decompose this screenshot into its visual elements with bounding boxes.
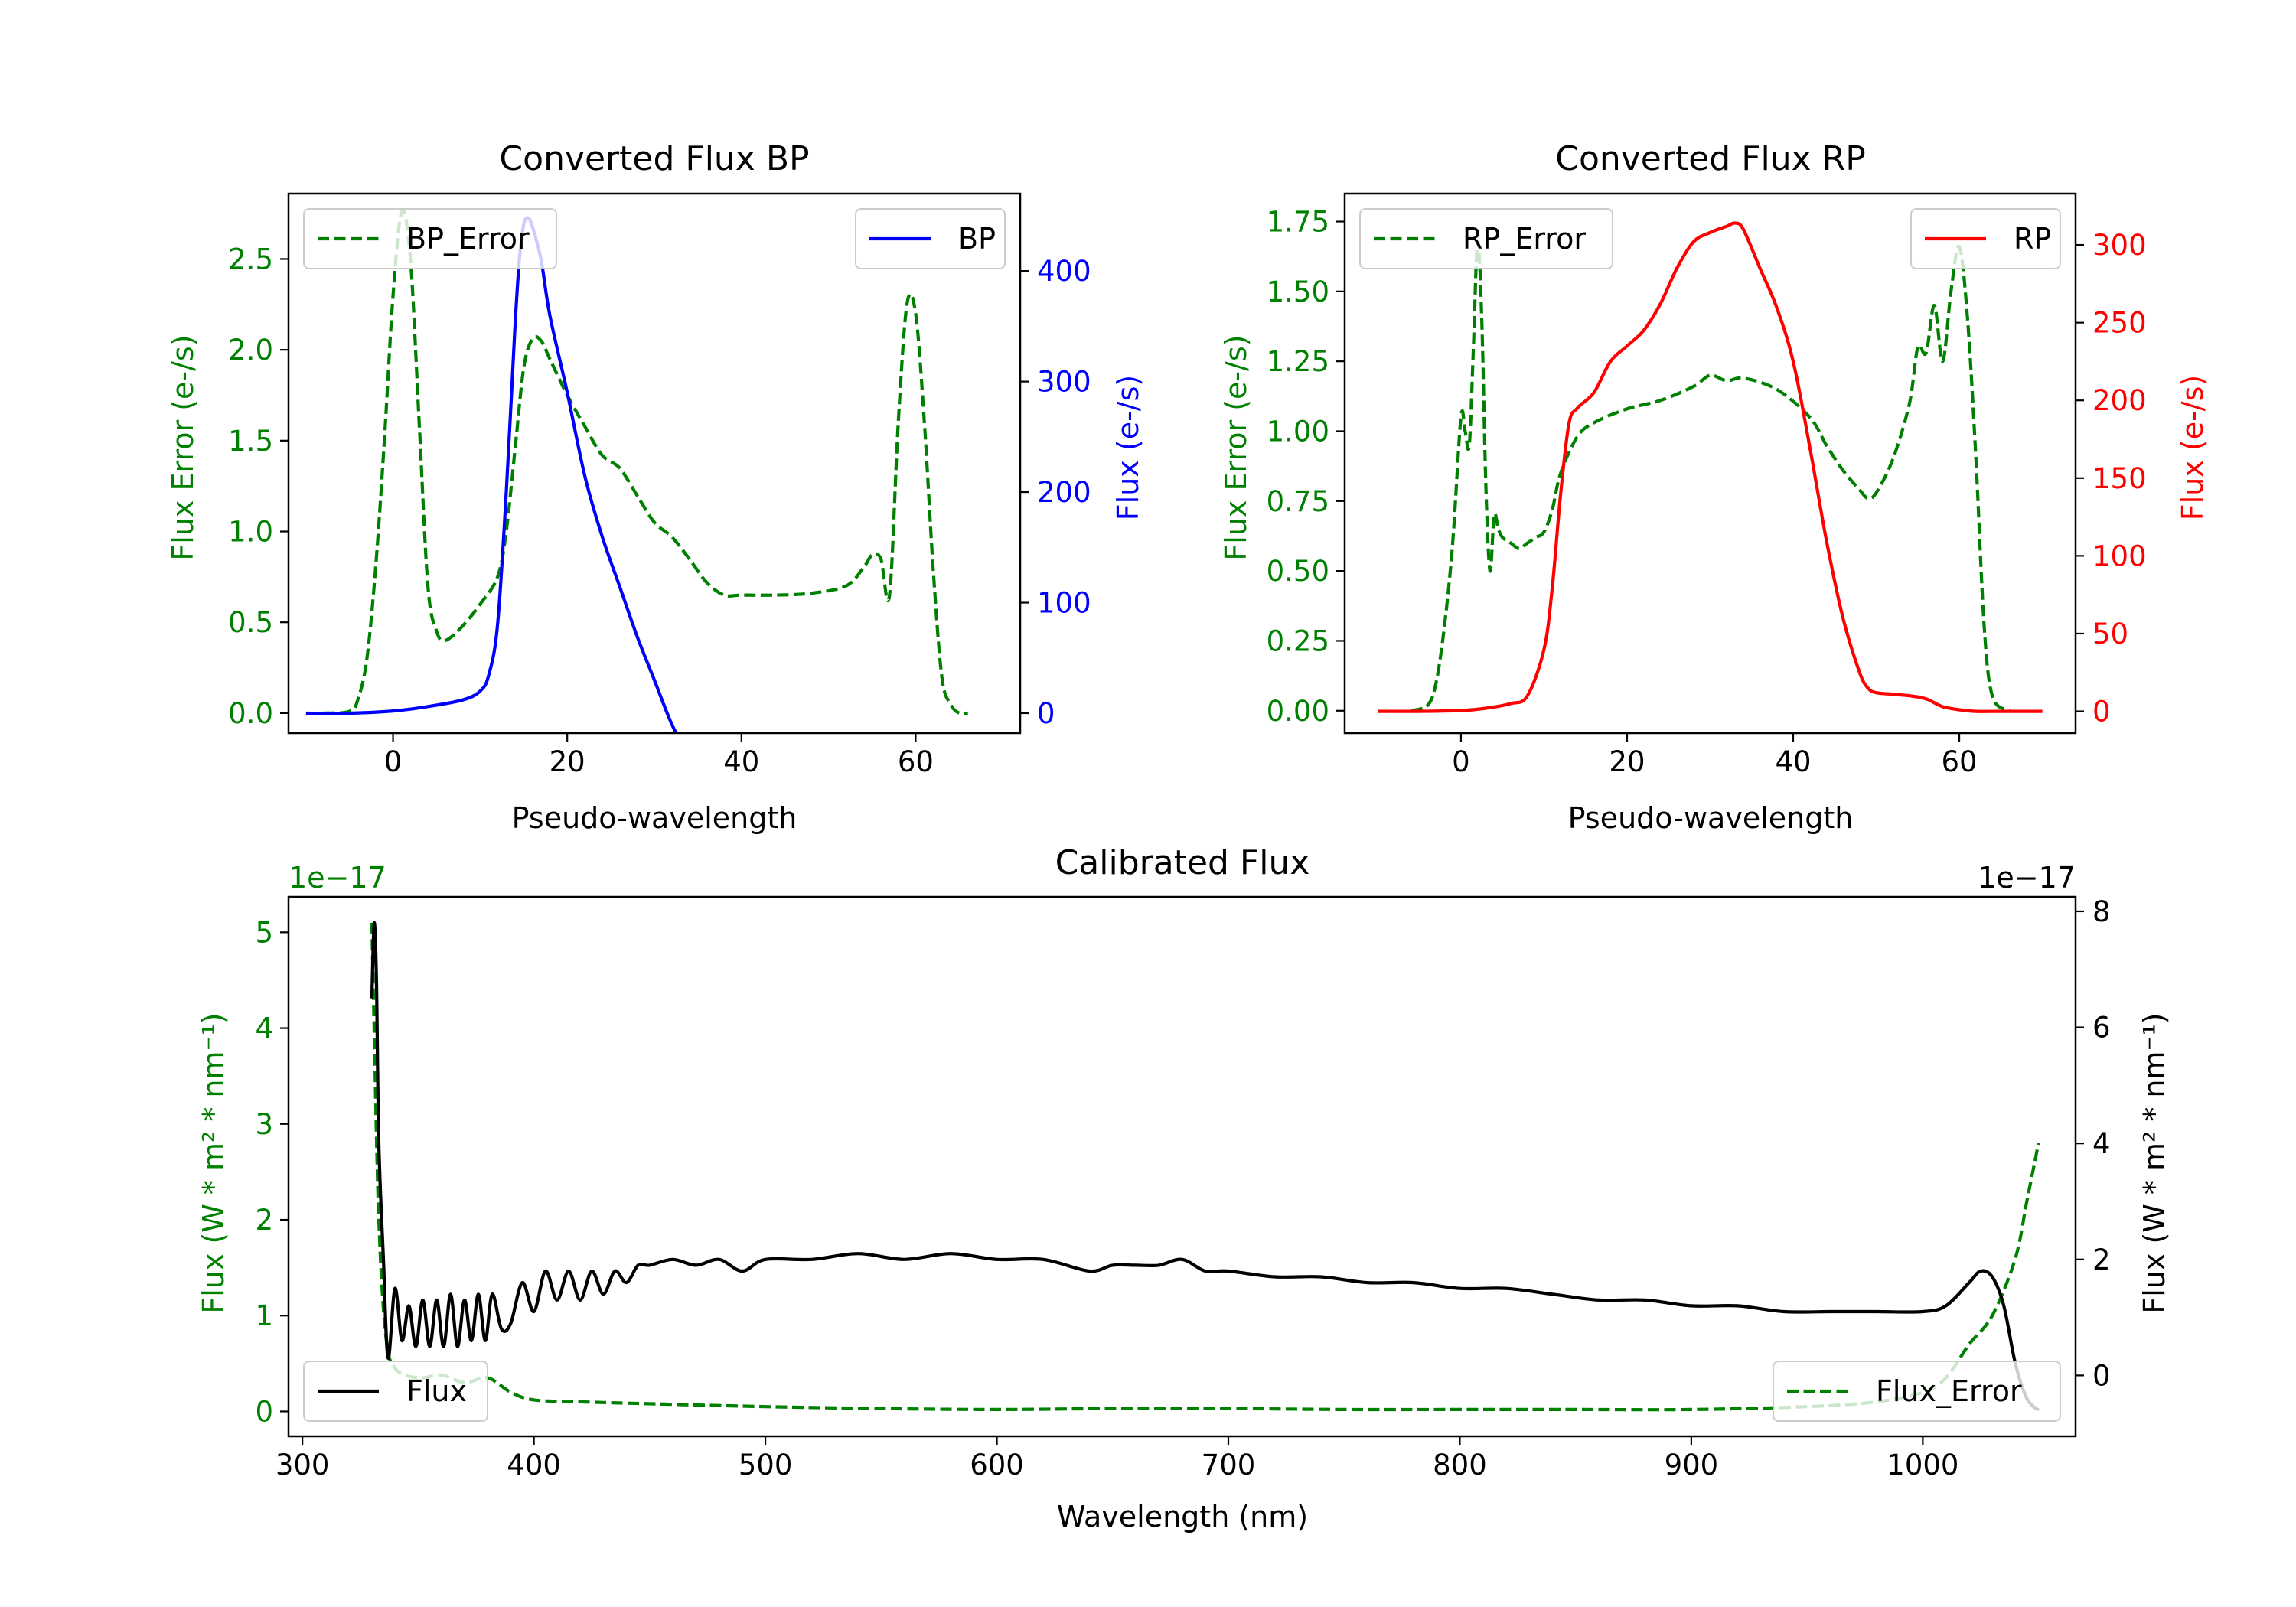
bp-right-y-tick-label: 0 <box>1037 697 1055 730</box>
cal-right-y-tick-label: 8 <box>2092 895 2111 928</box>
rp-left-axis-label: Flux Error (e-/s) <box>1219 334 1253 560</box>
bp-chart-title: Converted Flux BP <box>499 139 809 178</box>
rp-right-y-tick-label: 50 <box>2092 618 2128 650</box>
rp-series-rp-error-line <box>1411 239 2011 712</box>
rp-left-y-tick-label: 0.25 <box>1267 624 1329 657</box>
calibrated-chart-title: Calibrated Flux <box>1055 843 1310 882</box>
bp-x-tick-label: 0 <box>384 745 403 778</box>
rp-right-y-tick-label: 150 <box>2092 462 2147 495</box>
bp-right-y-tick-label: 400 <box>1037 255 1091 288</box>
bp-x-axis-label: Pseudo-wavelength <box>512 801 797 835</box>
rp-left-y-tick-label: 1.25 <box>1267 345 1329 378</box>
bp-right-y-tick-label: 200 <box>1037 476 1091 509</box>
bp-left-y-tick-label: 2.5 <box>228 243 273 275</box>
cal-right-y-tick-label: 4 <box>2092 1127 2111 1160</box>
rp-left-y-tick-label: 1.50 <box>1267 275 1329 308</box>
cal-x-tick-label: 500 <box>739 1449 793 1482</box>
cal-left-y-tick-label: 1 <box>255 1299 273 1332</box>
cal-legend-left: Flux <box>303 1361 488 1422</box>
cal-legend-right: Flux_Error <box>1773 1361 2061 1422</box>
bp-legend-right: BP <box>855 208 1006 269</box>
calibrated-right-axis-label: Flux (W * m² * nm⁻¹) <box>2138 1012 2171 1313</box>
cal-x-tick-label: 800 <box>1433 1449 1487 1482</box>
calibrated-right-offset-label: 1e−17 <box>1978 861 2076 895</box>
cal-left-y-tick-label: 5 <box>255 916 273 949</box>
rp-x-tick-label: 40 <box>1775 745 1811 778</box>
rp-legend-label: RP <box>2014 222 2051 256</box>
rp-x-tick-label: 60 <box>1942 745 1978 778</box>
bp-legend-label: BP <box>958 222 996 256</box>
cal-x-tick-label: 600 <box>970 1449 1024 1482</box>
rp-left-y-tick-label: 0.75 <box>1267 485 1329 518</box>
bp-left-y-tick-label: 2.0 <box>228 334 273 367</box>
cal-left-y-tick-label: 2 <box>255 1204 273 1237</box>
bp-right-y-tick-label: 100 <box>1037 587 1091 620</box>
bp-x-tick-label: 60 <box>898 745 934 778</box>
calibrated-chart: Calibrated Flux Wavelength (nm) Flux (W … <box>197 843 2171 1534</box>
rp-right-y-tick-label: 300 <box>2092 229 2147 262</box>
rp-left-y-tick-label: 0.00 <box>1267 695 1329 728</box>
bp-legend-label: BP_Error <box>406 222 530 256</box>
rp-legend-box <box>1359 208 1613 269</box>
rp-series-rp-line <box>1378 221 2043 713</box>
bp-series-bp-line <box>305 216 678 733</box>
calibrated-left-axis-label: Flux (W * m² * nm⁻¹) <box>197 1012 230 1313</box>
rp-chart-title: Converted Flux RP <box>1555 139 1866 178</box>
rp-legend-left: RP_Error <box>1359 208 1613 269</box>
cal-x-tick-label: 900 <box>1665 1449 1719 1482</box>
cal-left-y-tick-label: 0 <box>255 1395 273 1428</box>
cal-right-y-tick-label: 0 <box>2092 1359 2111 1392</box>
bp-left-y-tick-label: 0.0 <box>228 697 273 730</box>
bp-left-axis-label: Flux Error (e-/s) <box>166 334 200 560</box>
bp-left-y-tick-label: 1.5 <box>228 425 273 458</box>
bp-x-tick-label: 40 <box>723 745 759 778</box>
bp-x-tick-label: 20 <box>550 745 585 778</box>
rp-left-y-tick-label: 1.75 <box>1267 206 1329 239</box>
cal-right-y-tick-label: 6 <box>2092 1012 2111 1045</box>
rp-legend-label: RP_Error <box>1463 222 1586 256</box>
cal-x-tick-label: 1000 <box>1887 1449 1958 1482</box>
cal-legend-box <box>303 1361 488 1422</box>
cal-x-tick-label: 400 <box>507 1449 561 1482</box>
cal-x-tick-label: 300 <box>276 1449 330 1482</box>
rp-left-y-tick-label: 1.00 <box>1267 415 1329 448</box>
calibrated-x-axis-label: Wavelength (nm) <box>1057 1500 1308 1534</box>
cal-x-tick-label: 700 <box>1202 1449 1256 1482</box>
calibrated-left-offset-label: 1e−17 <box>289 861 386 895</box>
bp-series-bp-error-line <box>323 209 968 715</box>
bp-right-y-tick-label: 300 <box>1037 366 1091 399</box>
cal-left-y-tick-label: 3 <box>255 1108 273 1141</box>
rp-right-y-tick-label: 200 <box>2092 384 2147 417</box>
bp-chart: Converted Flux BP Pseudo-wavelength Flux… <box>166 139 1145 835</box>
bp-left-y-tick-label: 0.5 <box>228 606 273 639</box>
rp-legend-right: RP <box>1910 208 2061 269</box>
bp-right-axis-label: Flux (e-/s) <box>1111 375 1145 520</box>
rp-right-y-tick-label: 0 <box>2092 696 2111 729</box>
rp-x-axis-label: Pseudo-wavelength <box>1568 801 1854 835</box>
rp-plot-frame <box>1343 192 2077 735</box>
cal-legend-label: Flux_Error <box>1876 1374 2022 1408</box>
rp-x-tick-label: 20 <box>1609 745 1645 778</box>
cal-plot-frame <box>287 895 2077 1438</box>
cal-legend-box <box>1773 1361 2061 1422</box>
rp-right-axis-label: Flux (e-/s) <box>2176 375 2210 520</box>
rp-right-y-tick-label: 100 <box>2092 539 2147 572</box>
rp-right-y-tick-label: 250 <box>2092 307 2147 340</box>
rp-x-tick-label: 0 <box>1452 745 1470 778</box>
rp-chart: Converted Flux RP Pseudo-wavelength Flux… <box>1219 139 2210 835</box>
cal-series-flux-line <box>370 921 2040 1412</box>
cal-legend-label: Flux <box>406 1374 467 1408</box>
bp-plot-frame <box>287 192 1022 735</box>
bp-left-y-tick-label: 1.0 <box>228 516 273 549</box>
cal-left-y-tick-label: 4 <box>255 1012 273 1045</box>
cal-right-y-tick-label: 2 <box>2092 1244 2111 1276</box>
bp-legend-box <box>303 208 557 269</box>
rp-left-y-tick-label: 0.50 <box>1267 555 1329 588</box>
bp-legend-left: BP_Error <box>303 208 557 269</box>
